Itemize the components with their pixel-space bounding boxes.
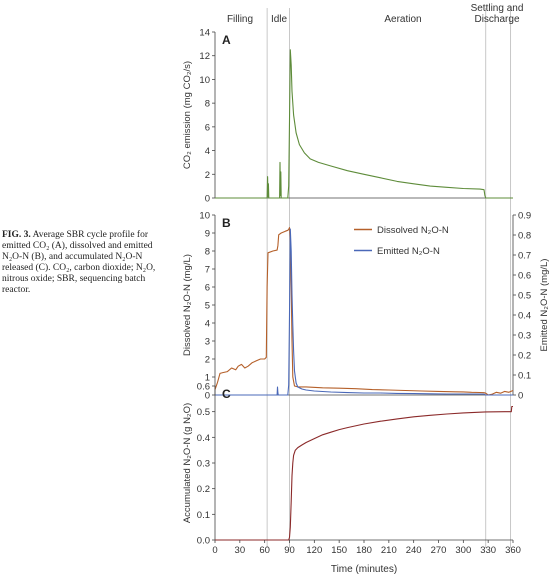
xtick-label: 210: [381, 545, 397, 556]
phase-label-filling: Filling: [227, 14, 253, 25]
panel-b-ytick-right-label: 0.3: [518, 331, 531, 342]
panel-c-ytick-label: 0.3: [197, 459, 210, 470]
panel-b-ytick-right-label: 0.7: [518, 251, 531, 262]
panel-c-ytick-label: 0.0: [197, 536, 210, 547]
xtick-label: 270: [431, 545, 447, 556]
panel-c-ylabel: Accumulated N₂O-N (g N₂O): [182, 403, 193, 523]
caption-text: Average SBR cycle profile for emitted CO…: [2, 230, 156, 295]
time-axis: 0 30 60 90 120 150 180 210 240 270 300 330 360 Time (…: [212, 540, 521, 575]
panel-a-ytick-label: 0: [205, 194, 210, 205]
phase-dividers: Filling Idle Aeration Settling and Discharge: [227, 3, 523, 548]
panel-a-ylabel: CO₂ emission (mg CO₂/s): [182, 61, 193, 169]
panel-c-ytick-label: 0.4: [197, 433, 210, 444]
panel-b-ylabel-right: Emitted N₂O-N (mg/L): [539, 259, 550, 352]
panel-c-ytick-label: 0.1: [197, 510, 210, 521]
caption-label: FIG. 3.: [2, 230, 31, 240]
panel-b-ytick-right-label: 0.6: [518, 271, 531, 282]
panel-b-ytick-right-label: 0.2: [518, 351, 531, 362]
panel-a-series-line: [215, 49, 513, 199]
panel-a-ytick-label: 12: [199, 51, 210, 62]
panel-a-letter: A: [222, 33, 231, 47]
panel-a-ytick-label: 6: [205, 122, 210, 133]
panel-b-ytick-right-label: 0.8: [518, 231, 531, 242]
panel-a-ytick-label: 2: [205, 170, 210, 181]
panel-b-ytick-label: 3: [205, 337, 210, 348]
xtick-label: 180: [356, 545, 372, 556]
panel-a-ytick-label: 8: [205, 99, 210, 110]
xtick-label: 30: [235, 545, 246, 556]
figure-caption: FIG. 3. Average SBR cycle profile for em…: [2, 230, 170, 296]
panel-b-ytick-label: 0: [205, 391, 210, 402]
panel-b-letter: B: [222, 216, 231, 230]
panel-c-series-line: [215, 405, 513, 541]
panel-a-ytick-label: 10: [199, 75, 210, 86]
panel-b-ylabel: Dissolved N₂O-N (mg/L): [182, 254, 193, 356]
panel-b-ytick-label: 10: [199, 211, 210, 222]
xtick-label: 240: [406, 545, 422, 556]
panel-b-ytick-label: 2: [205, 355, 210, 366]
xtick-label: 360: [505, 545, 521, 556]
legend-label-emitted-n-o-n: Emitted N₂O-N: [377, 246, 440, 257]
panel-b-n2o-dissolved-emitted: 0 1 2 3 4 5 6 7 8 9 10 Dissolved N₂O-N (mg/L) B 0 0.1 0…: [182, 211, 550, 402]
panel-b-ytick-label: 7: [205, 265, 210, 276]
panel-b-ytick-label: 5: [205, 301, 210, 312]
panel-b-ytick-right-label: 0: [518, 391, 523, 402]
panel-b-ytick-label: 9: [205, 229, 210, 240]
panel-c-ytick-label: 0.6: [197, 382, 210, 393]
panel-a-ytick-label: 14: [199, 28, 210, 39]
panel-b-ytick-right-label: 0.5: [518, 291, 531, 302]
phase-label-idle: Idle: [271, 14, 288, 25]
panel-a-ytick-label: 4: [205, 146, 210, 157]
panel-c-ytick-label: 0.2: [197, 484, 210, 495]
xtick-label: 300: [455, 545, 471, 556]
panel-a-co2-emission: 0 2 4 6 8 10 12 14 CO₂ emission (mg CO₂/s) A: [182, 28, 513, 205]
panel-b-ytick-label: 6: [205, 283, 210, 294]
panel-c-letter: C: [222, 387, 231, 401]
panel-c-accumulated-n2o: 0.0 0.1 0.2 0.3 0.4 0.5 0.6 Accumulated N₂O-N (…: [182, 382, 513, 547]
xtick-label: 90: [284, 545, 295, 556]
panel-b-ytick-label: 1: [205, 373, 210, 384]
panel-b-ytick-right-label: 0.9: [518, 211, 531, 222]
phase-label-settling-discharge: Settling and Discharge: [471, 3, 524, 25]
emitted-n-o-n-line: [215, 228, 513, 396]
xtick-label: 0: [212, 545, 217, 556]
panel-b-ytick-right-label: 0.4: [518, 311, 531, 322]
panel-c-ytick-label: 0.5: [197, 407, 210, 418]
panel-b-ytick-right-label: 0.1: [518, 371, 531, 382]
phase-label-aeration: Aeration: [384, 14, 421, 25]
xtick-label: 120: [306, 545, 322, 556]
xtick-label: 150: [331, 545, 347, 556]
xtick-label: 60: [259, 545, 270, 556]
panel-b-ytick-label: 4: [205, 319, 210, 330]
x-axis-label: Time (minutes): [331, 564, 397, 575]
xtick-label: 330: [480, 545, 496, 556]
legend-label-dissolved-n-o-n: Dissolved N₂O-N: [377, 225, 449, 236]
dissolved-n-o-n-line: [214, 227, 514, 396]
panel-b-ytick-label: 8: [205, 247, 210, 258]
